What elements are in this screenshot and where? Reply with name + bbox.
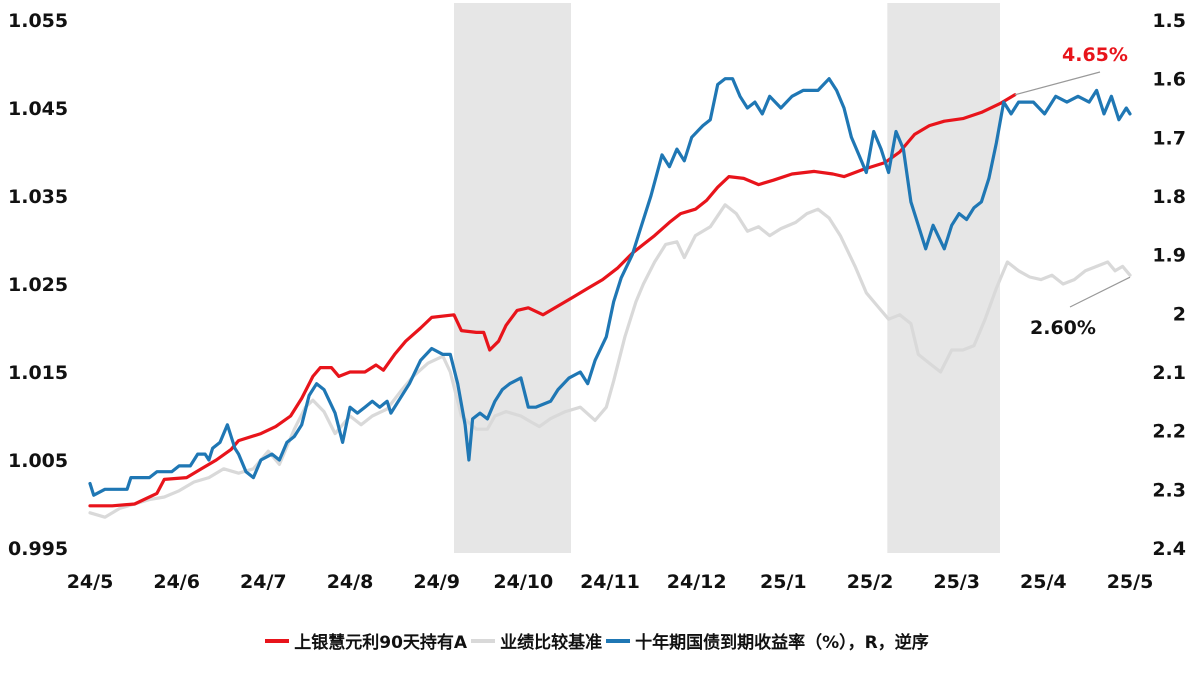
right-tick-label: 1.6 bbox=[1152, 69, 1186, 91]
x-tick-label: 24/5 bbox=[67, 571, 114, 593]
x-tick-label: 24/12 bbox=[667, 571, 727, 593]
right-tick-label: 2.1 bbox=[1152, 362, 1186, 384]
x-axis: 24/5 24/6 24/7 24/8 24/9 24/10 24/11 24/12 25/1 2… bbox=[67, 571, 1154, 593]
legend-item-bond-yield: 十年期国债到期收益率（%），R，逆序 bbox=[606, 628, 929, 653]
legend-item-benchmark: 业绩比较基准 bbox=[471, 628, 602, 653]
right-tick-label: 1.9 bbox=[1152, 245, 1186, 267]
legend: 上银慧元利90天持有A 业绩比较基准 十年期国债到期收益率（%），R，逆序 bbox=[0, 628, 1194, 653]
x-tick-label: 25/2 bbox=[847, 571, 894, 593]
fund-end-label: 4.65% bbox=[1062, 44, 1128, 66]
fund-leader-line bbox=[1014, 71, 1101, 96]
left-tick-label: 1.005 bbox=[8, 450, 68, 472]
left-tick-label: 0.995 bbox=[8, 538, 68, 560]
right-tick-label: 1.5 bbox=[1152, 10, 1186, 32]
fund-line bbox=[88, 93, 1017, 508]
shaded-periods bbox=[454, 3, 1000, 553]
left-tick-label: 1.045 bbox=[8, 98, 68, 120]
legend-swatch-bond-yield bbox=[606, 638, 631, 643]
benchmark-end-label: 2.60% bbox=[1030, 317, 1096, 339]
right-tick-label: 2.3 bbox=[1152, 479, 1186, 501]
x-tick-label: 25/1 bbox=[760, 571, 807, 593]
x-tick-label: 25/5 bbox=[1107, 571, 1154, 593]
legend-label-benchmark: 业绩比较基准 bbox=[500, 633, 603, 653]
x-tick-label: 24/8 bbox=[327, 571, 374, 593]
left-tick-label: 1.015 bbox=[8, 362, 68, 384]
x-tick-label: 24/11 bbox=[580, 571, 640, 593]
left-tick-label: 1.055 bbox=[8, 10, 68, 32]
right-tick-label: 2.4 bbox=[1152, 538, 1186, 560]
x-tick-label: 24/6 bbox=[153, 571, 200, 593]
shaded-period-1 bbox=[887, 3, 1000, 553]
legend-swatch-fund bbox=[265, 638, 290, 643]
right-tick-label: 1.8 bbox=[1152, 186, 1186, 208]
legend-label-bond-yield: 十年期国债到期收益率（%），R，逆序 bbox=[635, 633, 929, 653]
right-axis: 1.5 1.6 1.7 1.8 1.9 2 2.1 2.2 2.3 2.4 bbox=[1152, 10, 1186, 560]
legend-item-fund: 上银慧元利90天持有A bbox=[265, 628, 467, 653]
right-tick-label: 2 bbox=[1173, 303, 1186, 325]
bond-yield-line bbox=[88, 77, 1132, 497]
x-tick-label: 24/9 bbox=[413, 571, 460, 593]
x-tick-label: 25/4 bbox=[1020, 571, 1067, 593]
annotations: 4.65% 2.60% bbox=[1014, 44, 1131, 339]
shaded-period-0 bbox=[454, 3, 571, 553]
benchmark-leader-line bbox=[1069, 276, 1131, 308]
left-tick-label: 1.035 bbox=[8, 186, 68, 208]
left-axis: 1.055 1.045 1.035 1.025 1.015 1.005 0.995 bbox=[8, 10, 68, 560]
right-tick-label: 1.7 bbox=[1152, 127, 1186, 149]
x-tick-label: 25/3 bbox=[933, 571, 980, 593]
legend-swatch-benchmark bbox=[471, 638, 496, 643]
benchmark-line bbox=[88, 203, 1132, 519]
right-tick-label: 2.2 bbox=[1152, 421, 1186, 443]
x-tick-label: 24/7 bbox=[240, 571, 287, 593]
legend-label-fund: 上银慧元利90天持有A bbox=[294, 633, 468, 653]
left-tick-label: 1.025 bbox=[8, 274, 68, 296]
x-tick-label: 24/10 bbox=[493, 571, 553, 593]
series-lines bbox=[88, 77, 1132, 519]
